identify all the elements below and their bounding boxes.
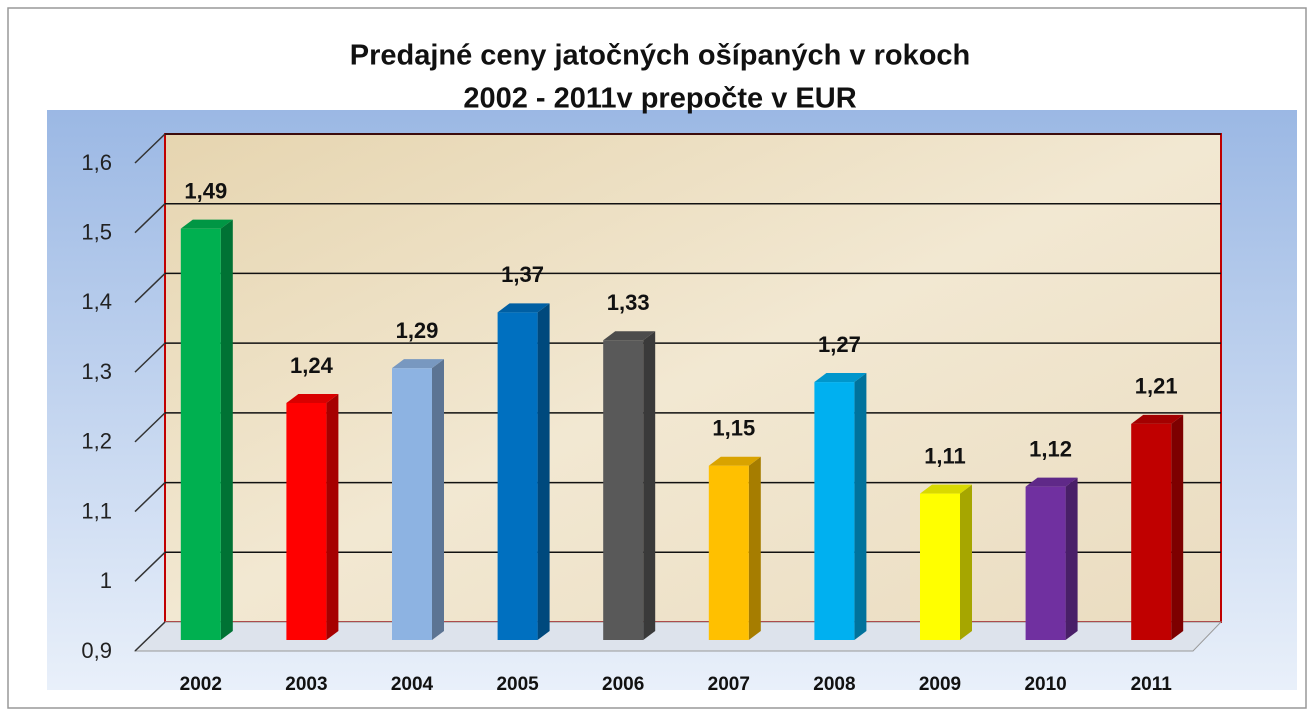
bar-side [748,456,761,640]
x-tick-label: 2007 [708,674,750,695]
bar [603,340,644,640]
y-tick-label: 1,3 [81,359,112,384]
x-tick-label: 2009 [919,674,961,695]
y-tick [134,551,166,582]
bar-side [960,484,972,640]
value-label: 1,15 [712,416,755,441]
bar [286,402,327,640]
y-tick-label: 1,6 [81,150,112,175]
y-tick [134,621,166,652]
value-label: 1,27 [818,332,861,357]
x-tick-label: 2006 [602,674,644,695]
bar-top [1131,414,1184,424]
y-tick-label: 1,4 [81,289,112,314]
bar-side [220,219,233,640]
bar [497,312,538,640]
value-label: 1,11 [924,443,966,468]
y-tick-label: 1,5 [81,220,112,245]
value-label: 1,24 [290,353,334,378]
bar [1025,486,1066,640]
x-tick-label: 2011 [1131,674,1173,695]
bar [392,368,432,640]
x-tick-label: 2005 [496,674,539,695]
bar-side [537,303,550,640]
y-tick-label: 1,1 [81,498,112,523]
bar [1131,423,1172,640]
y-tick [134,272,166,303]
bar [920,493,960,640]
bar-top [603,331,656,341]
bar-top [814,373,867,383]
y-tick [134,412,166,443]
bar-top [286,393,339,403]
value-label: 1,29 [396,318,439,343]
x-tick-label: 2004 [391,674,434,695]
y-tick [134,133,166,164]
chart-title: 2002 - 2011v prepočte v EUR [463,83,856,115]
value-label: 1,21 [1135,374,1178,399]
bar-side [1065,477,1078,640]
y-tick-label: 1,2 [81,429,112,454]
bar-side [643,331,656,640]
value-label: 1,33 [607,290,650,315]
y-tick [134,482,166,513]
x-tick-label: 2003 [285,674,327,695]
bar [814,382,855,640]
bar-top [497,303,550,313]
bar [708,465,749,640]
y-tick [134,203,166,234]
bar-top [920,484,972,494]
y-tick [134,342,166,373]
bar-top [180,219,233,229]
value-label: 1,37 [501,262,544,287]
bar-side [326,393,339,640]
bar-side [432,359,444,640]
y-tick-label: 1 [100,568,112,593]
bar-side [854,373,867,640]
bar-top [708,456,761,466]
bar [180,228,221,640]
value-label: 1,49 [184,178,227,203]
bar-top [1025,477,1078,487]
chart-title: Predajné ceny jatočných ošípaných v roko… [350,40,971,72]
x-tick-label: 2010 [1024,674,1066,695]
value-label: 1,12 [1029,436,1072,461]
bar-top [392,359,444,369]
bar-side [1171,414,1184,640]
x-tick-label: 2008 [813,674,855,695]
x-tick-label: 2002 [180,674,222,695]
y-tick-label: 0,9 [81,638,112,663]
